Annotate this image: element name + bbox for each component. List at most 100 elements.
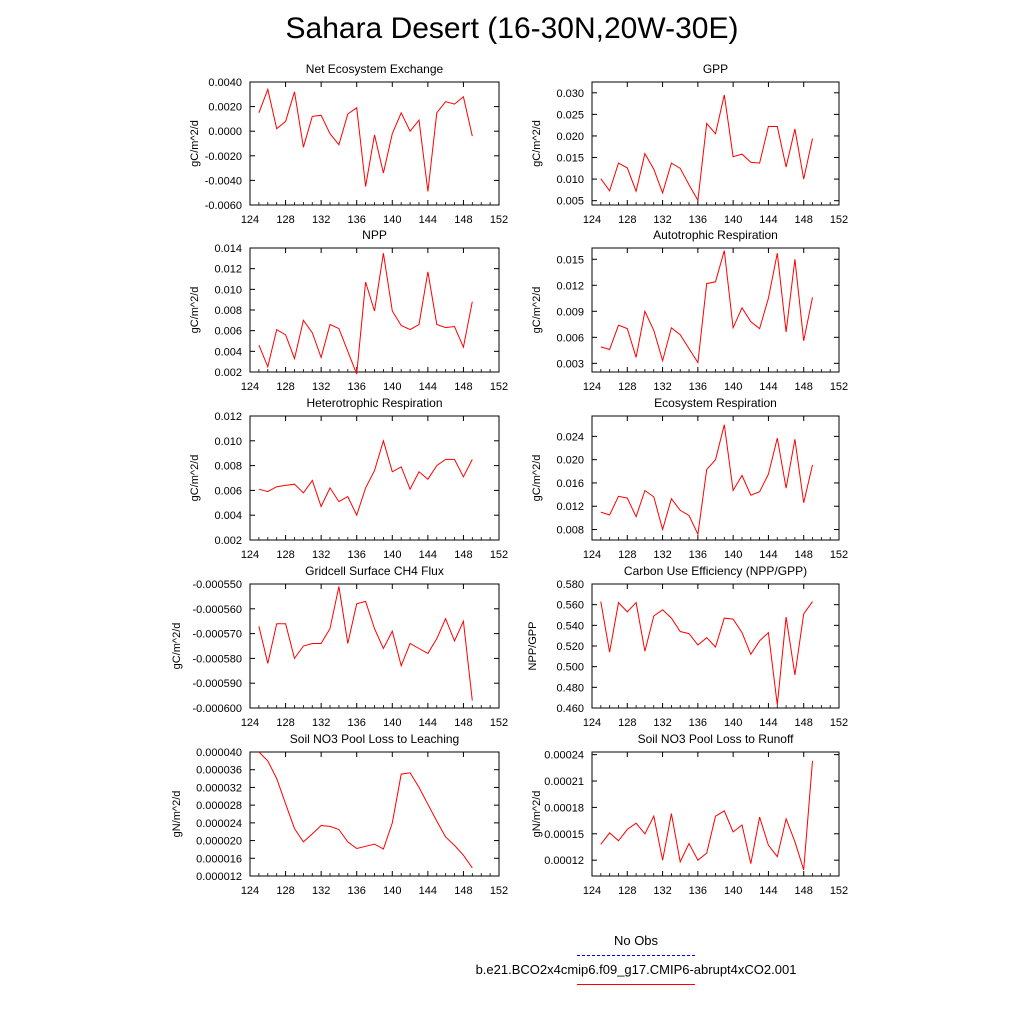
- x-tick-label: 148: [795, 885, 813, 897]
- y-tick-label: -0.000590: [192, 678, 242, 690]
- y-tick-label: 0.460: [556, 703, 584, 715]
- series-line: [600, 250, 813, 364]
- y-tick-label: 0.520: [556, 641, 584, 653]
- x-tick-label: 140: [383, 381, 401, 393]
- y-tick-label: -0.000580: [192, 653, 242, 665]
- y-tick-label: 0.00012: [544, 855, 584, 867]
- y-tick-label: 0.560: [556, 600, 584, 612]
- y-tick-label: 0.008: [214, 461, 242, 473]
- x-tick-label: 144: [759, 549, 777, 561]
- x-tick-label: 124: [583, 549, 601, 561]
- series-line: [600, 424, 813, 536]
- y-tick-label: 0.012: [214, 264, 242, 276]
- y-axis-label: gN/m^2/d: [531, 791, 543, 838]
- x-tick-label: 140: [724, 717, 742, 729]
- y-tick-label: 0.025: [556, 109, 584, 121]
- y-axis-label: gC/m^2/d: [531, 287, 543, 334]
- y-tick-label: -0.000550: [192, 579, 242, 591]
- x-tick-label: 124: [583, 885, 601, 897]
- y-tick-label: 0.012: [214, 411, 242, 423]
- x-tick-label: 132: [653, 549, 671, 561]
- y-tick-label: 0.008: [556, 525, 584, 537]
- x-tick-label: 136: [689, 717, 707, 729]
- y-tick-label: 0.024: [556, 431, 584, 443]
- y-tick-label: 0.00015: [544, 829, 584, 841]
- series-line: [258, 751, 473, 869]
- chart-panel-gridcell-surface-ch4-flux: 124 128 132 136 140 144 148 152 -0.000600 -0.0005…: [171, 564, 508, 729]
- x-tick-label: 132: [312, 381, 330, 393]
- chart-panel-heterotrophic-respiration: 124 128 132 136 140 144 148 152 0.002 0.004 0.006 0…: [189, 396, 508, 561]
- x-tick-label: 140: [383, 885, 401, 897]
- x-tick-label: 148: [795, 717, 813, 729]
- x-tick-label: 148: [795, 549, 813, 561]
- y-tick-label: 0.000020: [196, 836, 242, 848]
- y-tick-label: 0.000012: [196, 871, 242, 883]
- y-axis-label: gC/m^2/d: [171, 623, 183, 670]
- y-tick-label: 0.480: [556, 682, 584, 694]
- plot-frame: [249, 583, 500, 709]
- y-tick-label: 0.015: [556, 153, 584, 165]
- y-tick-label: 0.003: [556, 358, 584, 370]
- x-tick-label: 124: [241, 885, 259, 897]
- y-tick-label: 0.002: [214, 535, 242, 547]
- y-tick-label: 0.006: [214, 485, 242, 497]
- x-tick-label: 132: [653, 717, 671, 729]
- plot-frame: [591, 415, 840, 541]
- y-axis-label: gC/m^2/d: [531, 120, 543, 167]
- x-tick-label: 128: [618, 885, 636, 897]
- x-tick-label: 152: [490, 717, 508, 729]
- y-tick-label: 0.010: [556, 174, 584, 186]
- y-tick-label: 0.016: [556, 478, 584, 490]
- chart-panel-autotrophic-respiration: 124 128 132 136 140 144 148 152 0.003 0.006 0.009 0…: [531, 228, 848, 393]
- plot-frame: [249, 751, 500, 877]
- x-tick-label: 136: [689, 381, 707, 393]
- chart-title: Autotrophic Respiration: [653, 228, 778, 242]
- x-tick-label: 152: [830, 549, 848, 561]
- x-tick-label: 132: [312, 885, 330, 897]
- x-tick-label: 152: [830, 717, 848, 729]
- x-tick-label: 148: [454, 381, 472, 393]
- y-axis-label: gN/m^2/d: [171, 791, 183, 838]
- x-tick-label: 148: [795, 214, 813, 226]
- x-tick-label: 148: [795, 381, 813, 393]
- chart-title: NPP: [362, 228, 387, 242]
- y-tick-label: 0.020: [556, 131, 584, 143]
- y-tick-label: 0.500: [556, 662, 584, 674]
- y-tick-label: 0.000024: [196, 818, 242, 830]
- chart-title: Ecosystem Respiration: [654, 396, 777, 410]
- series-line: [600, 601, 813, 705]
- chart-title: GPP: [703, 62, 728, 76]
- x-tick-label: 148: [454, 717, 472, 729]
- x-tick-label: 144: [419, 717, 437, 729]
- y-tick-label: 0.000036: [196, 765, 242, 777]
- x-tick-label: 140: [724, 885, 742, 897]
- chart-title: Soil NO3 Pool Loss to Leaching: [290, 732, 459, 746]
- x-tick-label: 128: [618, 214, 636, 226]
- y-tick-label: -0.000600: [192, 703, 242, 715]
- chart-title: Soil NO3 Pool Loss to Runoff: [638, 732, 795, 746]
- chart-title: Net Ecosystem Exchange: [306, 62, 444, 76]
- plot-frame: [591, 751, 840, 877]
- y-tick-label: -0.0020: [205, 151, 242, 163]
- x-tick-label: 140: [724, 549, 742, 561]
- y-tick-label: 0.0000: [208, 126, 242, 138]
- y-tick-label: 0.006: [556, 332, 584, 344]
- y-axis-label: gC/m^2/d: [189, 120, 201, 167]
- y-axis-label: gC/m^2/d: [189, 287, 201, 334]
- x-tick-label: 148: [454, 214, 472, 226]
- chart-panel-carbon-use-efficiency-npp-gpp: 124 128 132 136 140 144 148 152 0.460 0.480 0.500 0…: [527, 564, 848, 729]
- x-tick-label: 136: [689, 885, 707, 897]
- x-tick-label: 152: [490, 549, 508, 561]
- x-tick-label: 144: [419, 214, 437, 226]
- page-title: Sahara Desert (16-30N,20W-30E): [285, 12, 739, 45]
- x-tick-label: 132: [312, 214, 330, 226]
- y-tick-label: 0.000040: [196, 747, 242, 759]
- x-tick-label: 124: [241, 717, 259, 729]
- plot-frame: [249, 81, 500, 206]
- y-tick-label: -0.0040: [205, 175, 242, 187]
- x-tick-label: 136: [689, 214, 707, 226]
- series-line: [258, 87, 473, 192]
- y-tick-label: 0.010: [214, 284, 242, 296]
- y-tick-label: 0.004: [214, 510, 242, 522]
- y-axis-label: NPP/GPP: [527, 622, 539, 671]
